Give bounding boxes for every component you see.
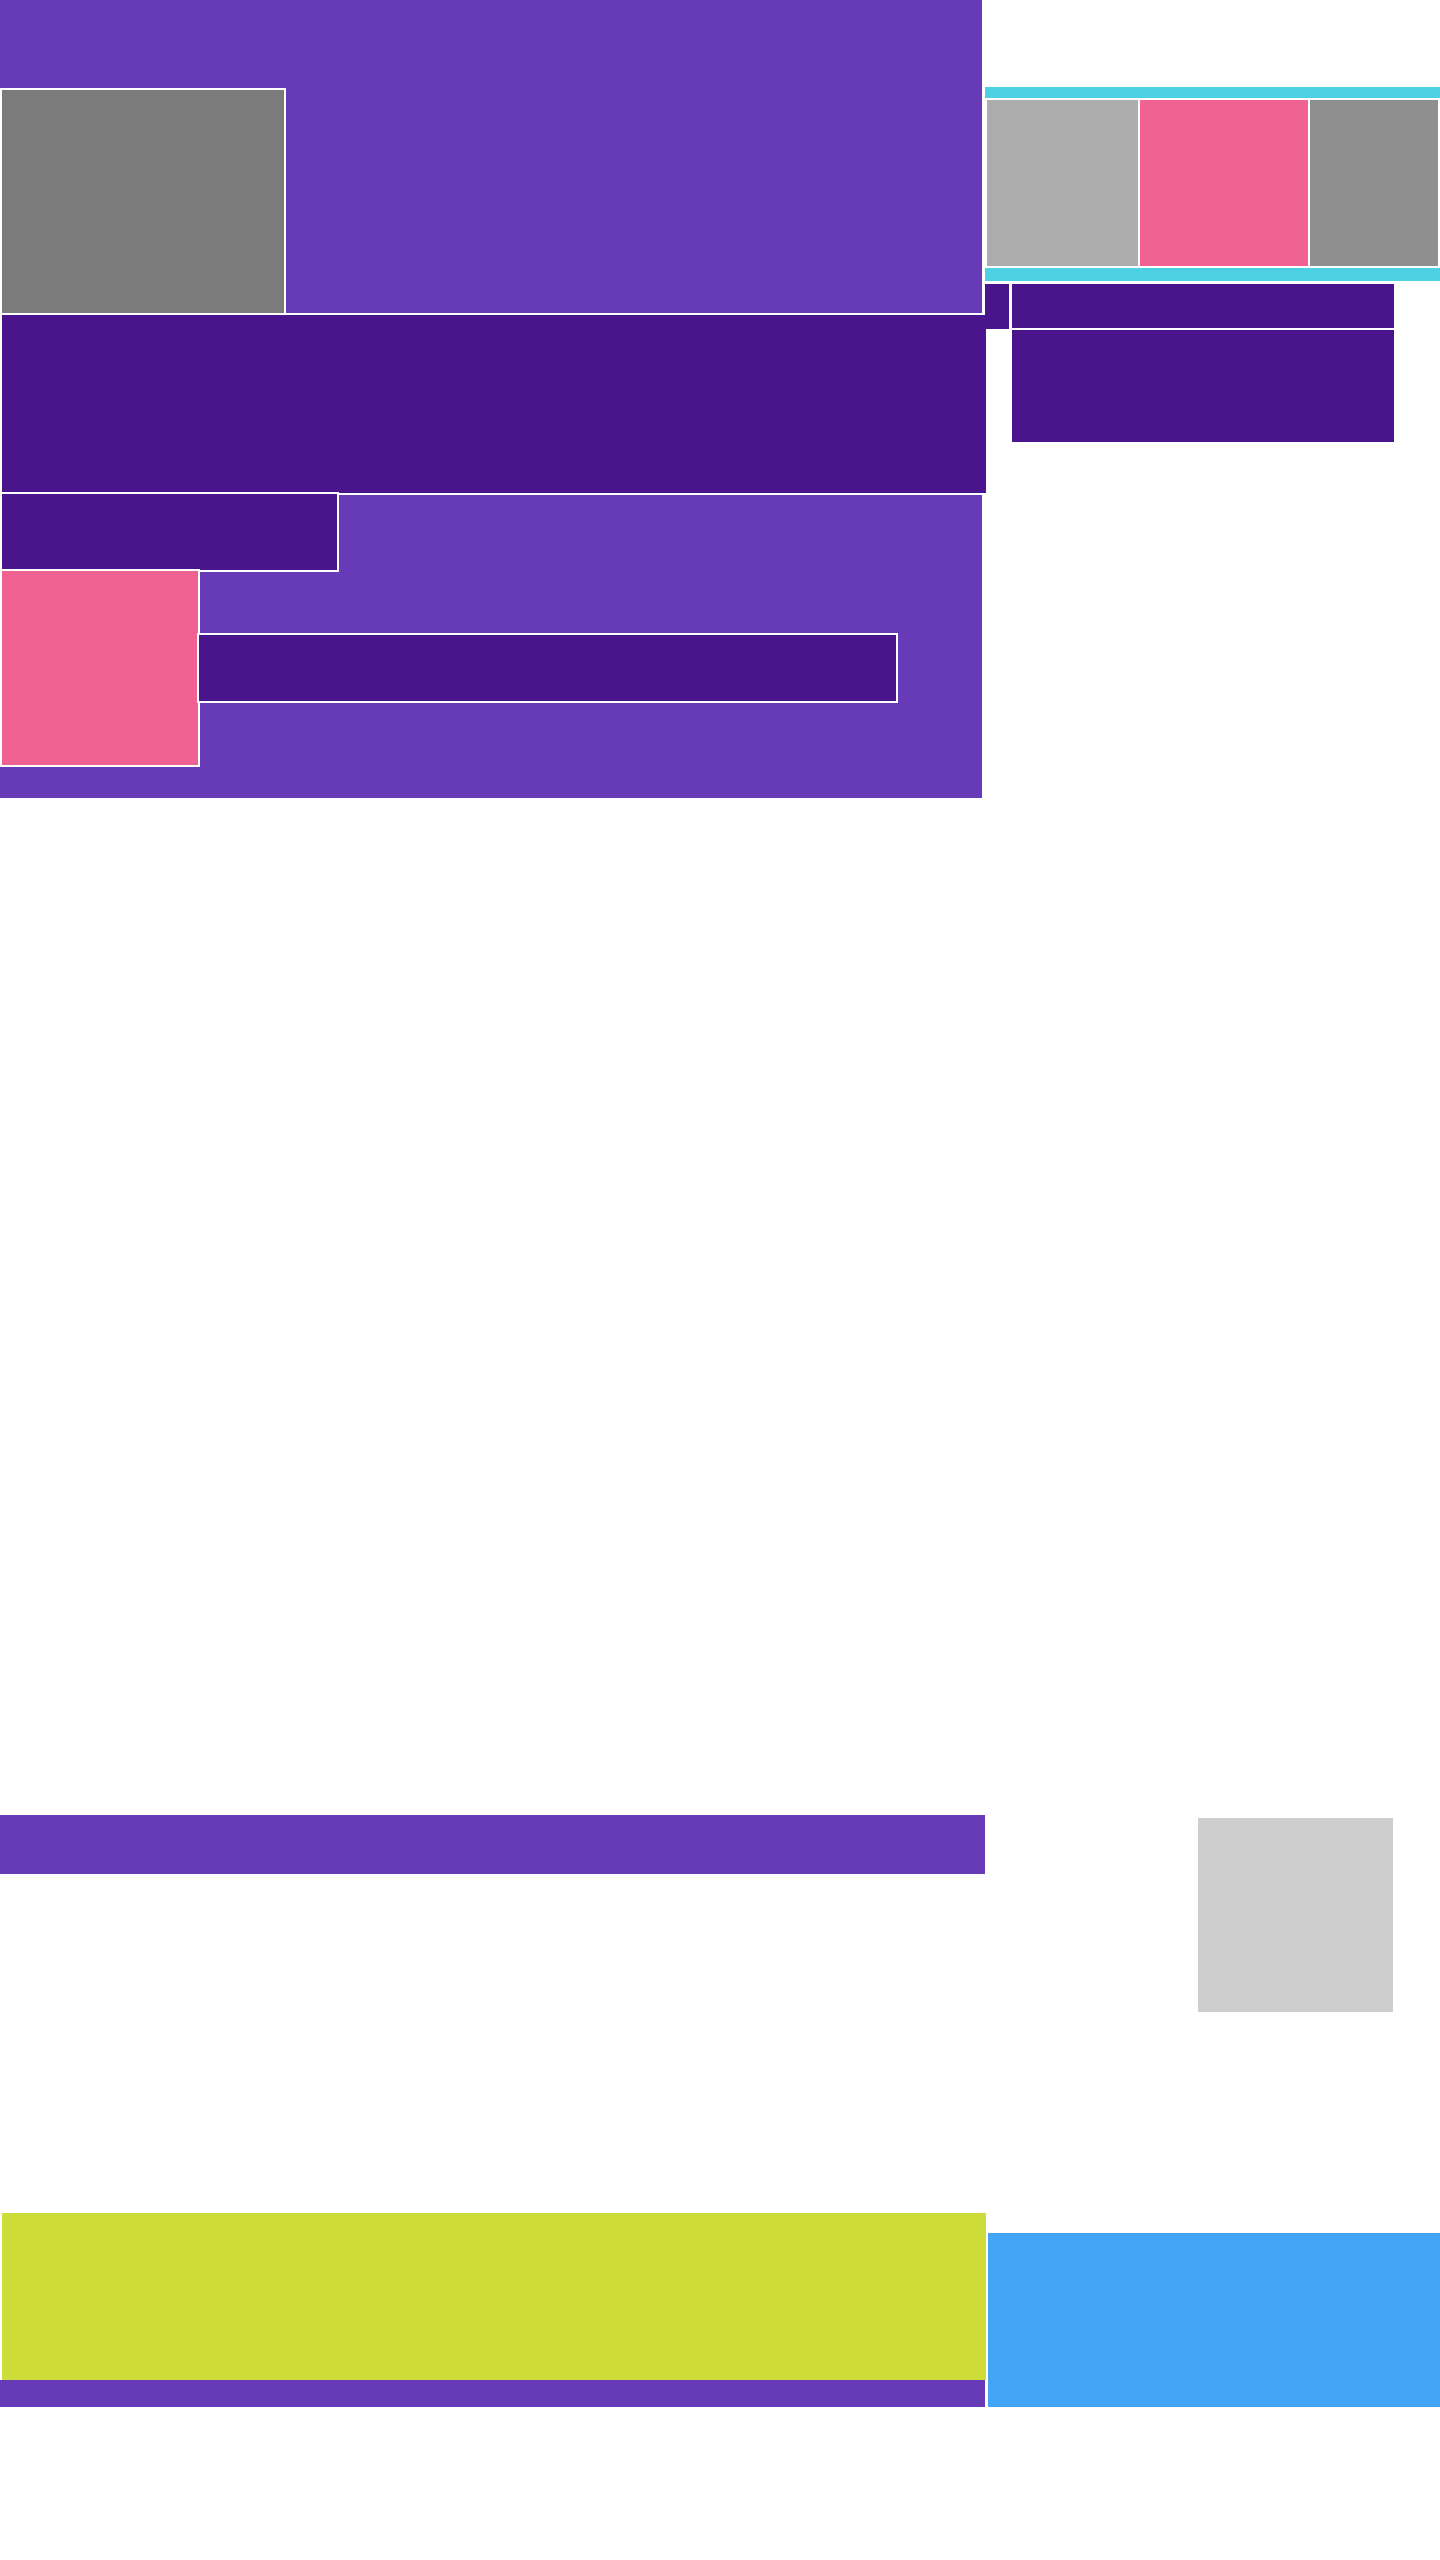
side-marker <box>985 284 1009 329</box>
hero-image-placeholder <box>0 88 286 316</box>
hero-action-bar[interactable] <box>197 633 898 703</box>
sidebar-image-placeholder <box>1198 1818 1393 2012</box>
section-divider-bar <box>0 1815 985 1874</box>
side-tab-header[interactable] <box>1010 282 1396 332</box>
footer-bottom-bar <box>0 2380 985 2407</box>
gallery-tile-1[interactable] <box>985 98 1142 268</box>
gallery-tile-2[interactable] <box>1138 98 1312 268</box>
gallery-tile-3[interactable] <box>1308 98 1440 268</box>
side-tab-panel <box>1010 328 1396 444</box>
footer-side-panel <box>988 2233 1440 2407</box>
hero-subtitle-block <box>0 492 339 572</box>
hero-banner-band <box>0 313 988 495</box>
footer-feature-block <box>0 2211 988 2382</box>
hero-thumbnail <box>0 569 200 767</box>
